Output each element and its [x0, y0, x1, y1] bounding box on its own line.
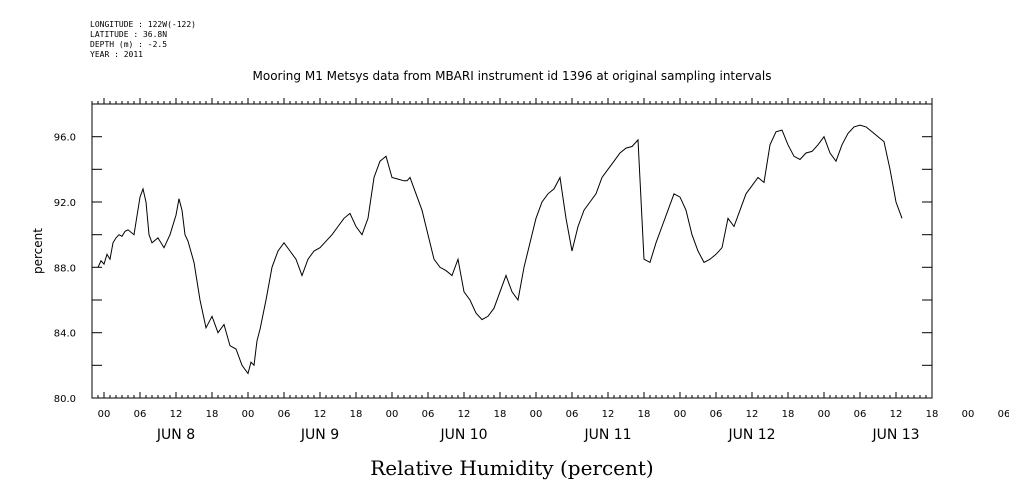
x-tick-label: 00: [818, 409, 831, 420]
x-axis-label: Relative Humidity (percent): [370, 456, 653, 480]
chart-title: Mooring M1 Metsys data from MBARI instru…: [253, 69, 772, 83]
mooring-metadata: LONGITUDE : 122W(-122) LATITUDE : 36.8N …: [90, 20, 196, 60]
x-tick-label: 06: [566, 409, 579, 420]
axis-ticks: [91, 98, 933, 399]
longitude-text: LONGITUDE : 122W(-122): [90, 20, 196, 29]
x-tick-label: 18: [206, 409, 219, 420]
day-label: JUN 10: [439, 427, 487, 443]
x-tick-label: 18: [782, 409, 795, 420]
latitude-text: LATITUDE : 36.8N: [90, 30, 168, 39]
x-tick-label: 06: [422, 409, 435, 420]
day-label: JUN 11: [583, 427, 631, 443]
x-tick-label: 00: [674, 409, 687, 420]
plot-frame: [91, 103, 933, 399]
x-tick-label: 12: [170, 409, 183, 420]
x-tick-label: 12: [890, 409, 903, 420]
x-tick-label: 18: [494, 409, 507, 420]
day-label: JUN 12: [727, 427, 775, 443]
x-tick-label: 12: [746, 409, 759, 420]
x-tick-label: 12: [458, 409, 471, 420]
y-tick-label: 92.0: [54, 198, 76, 209]
y-tick-label: 96.0: [54, 133, 76, 144]
x-tick-label: 00: [386, 409, 399, 420]
x-tick-label: 06: [854, 409, 867, 420]
x-tick-label: 00: [530, 409, 543, 420]
y-tick-labels: 80.0 84.0 88.0 92.0 96.0: [54, 133, 76, 405]
x-tick-label: 18: [926, 409, 939, 420]
day-label: JUN 13: [871, 427, 919, 443]
x-tick-labels: 00 06 12 18 00 06 12 18 00 06 12 18 00 06 12 18 00 06 12 18…: [98, 409, 1009, 420]
x-tick-label: 06: [278, 409, 291, 420]
y-tick-label: 80.0: [54, 394, 76, 405]
x-tick-label: 06: [998, 409, 1009, 420]
x-tick-label: 18: [638, 409, 651, 420]
x-tick-label: 00: [98, 409, 111, 420]
x-tick-label: 06: [710, 409, 723, 420]
humidity-series-line: [97, 124, 903, 375]
x-tick-label: 00: [242, 409, 255, 420]
y-tick-label: 88.0: [54, 263, 76, 274]
x-tick-label: 06: [134, 409, 147, 420]
y-axis-label: percent: [31, 228, 45, 274]
year-text: YEAR : 2011: [90, 50, 143, 59]
x-tick-label: 00: [962, 409, 975, 420]
x-tick-label: 12: [602, 409, 615, 420]
x-tick-label: 18: [350, 409, 363, 420]
day-label: JUN 8: [156, 427, 195, 443]
x-tick-label: 12: [314, 409, 327, 420]
y-tick-label: 84.0: [54, 329, 76, 340]
day-label: JUN 9: [300, 427, 339, 443]
depth-text: DEPTH (m) : -2.5: [90, 40, 168, 49]
